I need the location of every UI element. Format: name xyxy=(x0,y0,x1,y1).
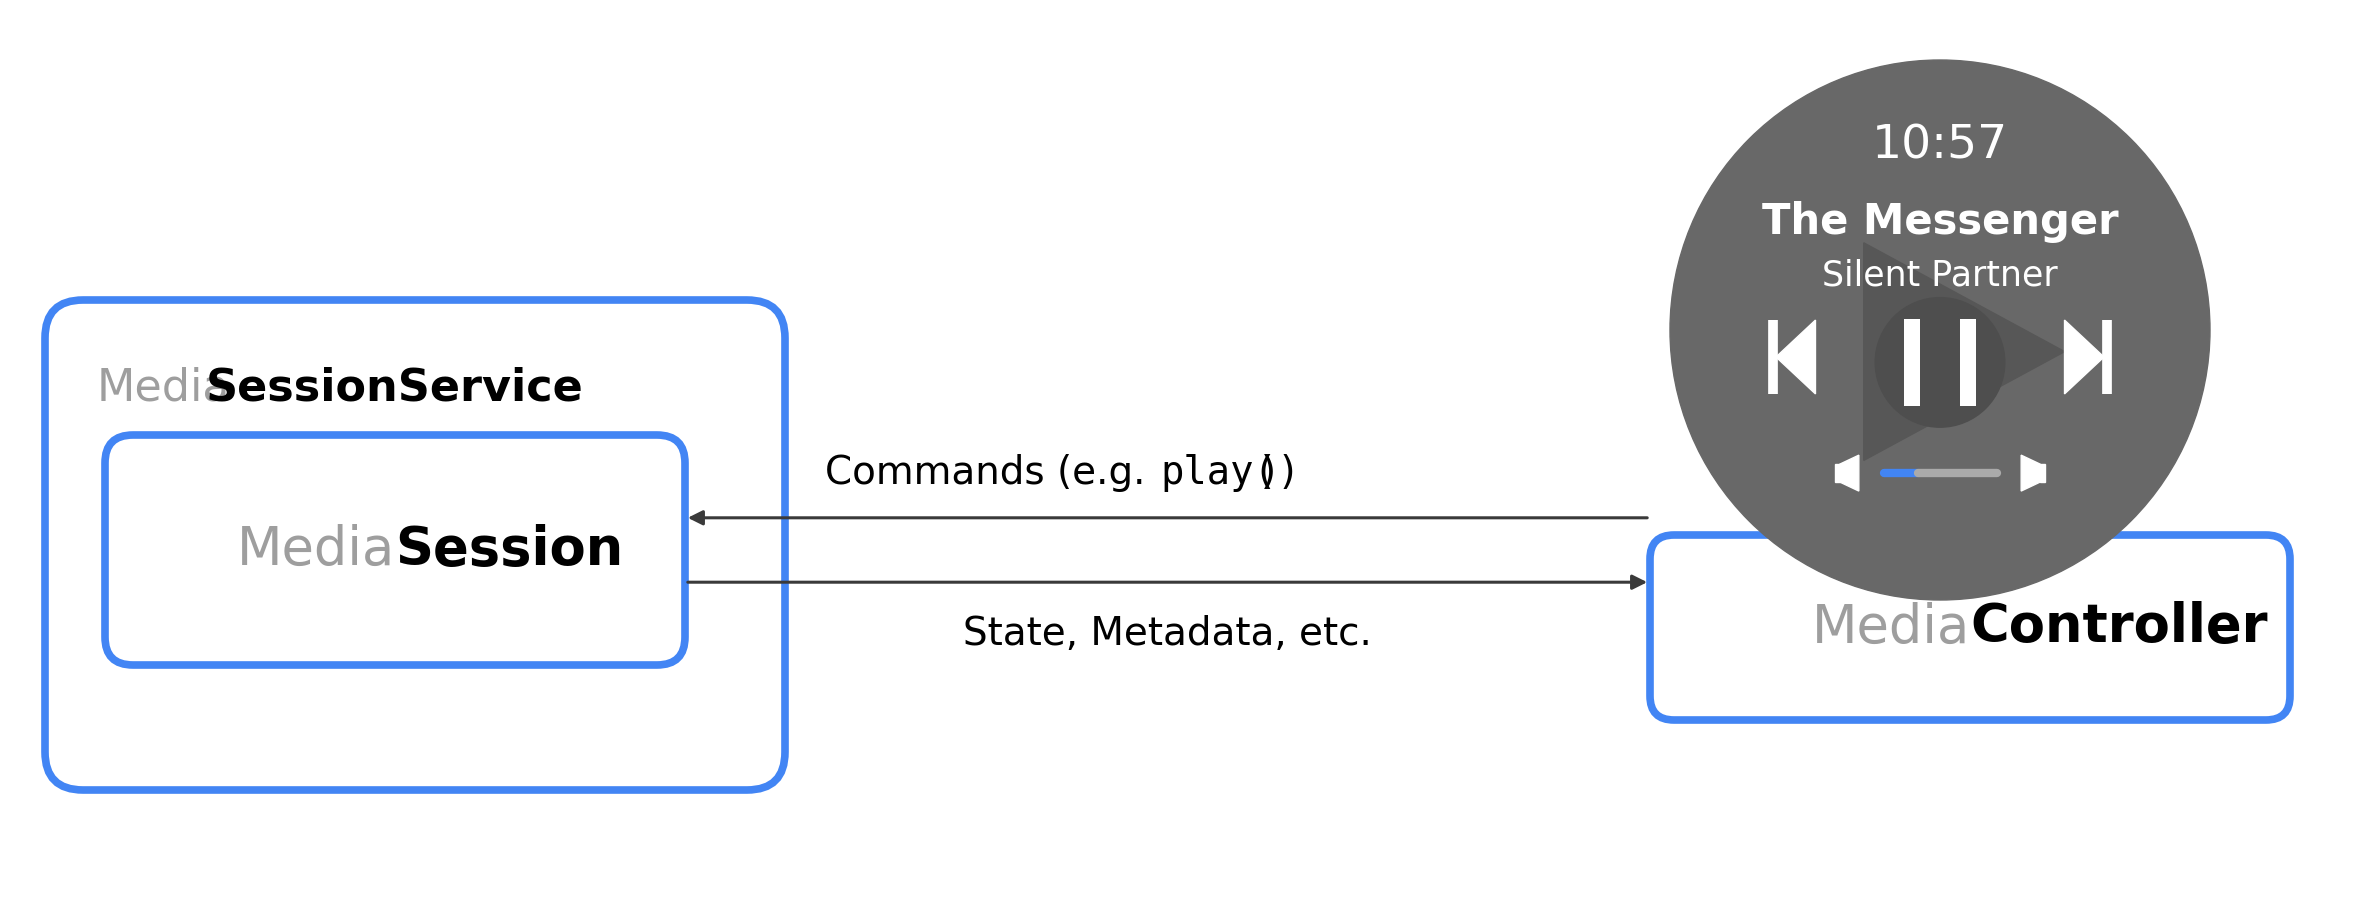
Text: Media: Media xyxy=(97,366,230,409)
Text: State, Metadata, etc.: State, Metadata, etc. xyxy=(964,615,1372,653)
Text: Silent Partner: Silent Partner xyxy=(1823,259,2058,293)
Text: The Messenger: The Messenger xyxy=(1762,201,2118,243)
FancyBboxPatch shape xyxy=(1904,319,1921,406)
FancyBboxPatch shape xyxy=(45,300,786,790)
Text: Controller: Controller xyxy=(1970,602,2267,654)
Text: ): ) xyxy=(1261,453,1275,492)
Text: Session: Session xyxy=(394,524,624,576)
Polygon shape xyxy=(1864,242,2065,461)
Polygon shape xyxy=(1840,455,1859,491)
FancyBboxPatch shape xyxy=(1650,535,2291,720)
Text: Media: Media xyxy=(1811,602,1970,654)
FancyBboxPatch shape xyxy=(104,435,686,665)
Text: play(): play() xyxy=(1161,453,1301,492)
Circle shape xyxy=(1875,297,2004,427)
Text: SessionService: SessionService xyxy=(207,366,584,409)
Text: MediaSessionService: MediaSessionService xyxy=(97,366,565,409)
Text: 10:57: 10:57 xyxy=(1873,124,2008,169)
Polygon shape xyxy=(2039,464,2044,482)
Polygon shape xyxy=(2020,455,2039,491)
Polygon shape xyxy=(2065,320,2103,394)
Polygon shape xyxy=(1835,464,1840,482)
Circle shape xyxy=(1669,60,2210,600)
Text: Commands (e.g.: Commands (e.g. xyxy=(824,453,1159,492)
FancyBboxPatch shape xyxy=(1961,319,1975,406)
Text: Media: Media xyxy=(237,524,394,576)
Polygon shape xyxy=(1776,320,1816,394)
